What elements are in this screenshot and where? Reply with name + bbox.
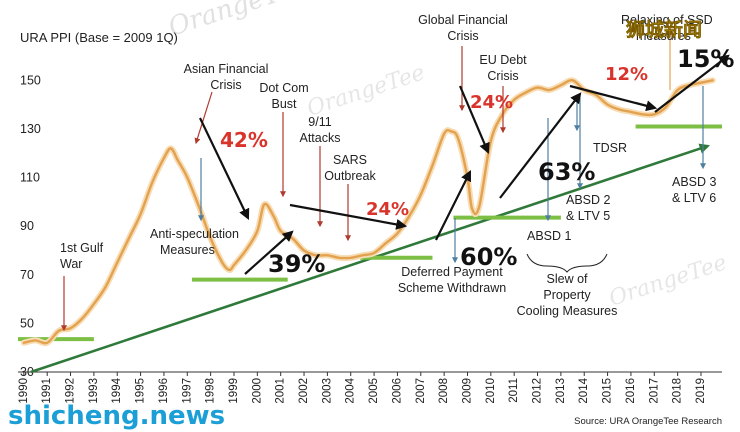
- label-gfc: Global Financial Crisis: [418, 13, 508, 43]
- x-tick-label: 1998: [205, 378, 217, 404]
- label-slew: Slew of Property Cooling Measures: [517, 272, 618, 318]
- support-lines: [18, 124, 722, 342]
- x-tick-label: 2008: [438, 378, 450, 404]
- arrow-down-2008: [458, 85, 490, 155]
- x-tick-label: 2010: [485, 378, 497, 404]
- pct-39: 39%: [268, 250, 325, 278]
- x-tick-label: 1997: [181, 378, 193, 404]
- arrow-up-2017: [654, 54, 730, 113]
- label-antispec: Anti-speculation Measures: [150, 227, 239, 257]
- x-tick-label: 2013: [555, 378, 567, 404]
- x-tick-label: 2001: [275, 378, 287, 404]
- x-tick-label: 2012: [532, 378, 544, 404]
- x-tick-label: 2009: [461, 378, 473, 404]
- arrow-down-2013: [569, 84, 658, 112]
- bracket-slew: [526, 253, 608, 273]
- annotation-labels: 1st Gulf War Asian Financial Crisis Anti-s…: [60, 13, 717, 318]
- arrow-down-2002: [289, 203, 408, 230]
- label-911: 9/11 Attacks: [300, 115, 341, 145]
- label-deferred: Deferred Payment Scheme Withdrawn: [398, 265, 506, 295]
- y-tick-label: 90: [20, 219, 34, 233]
- pct-24-gfc: 24%: [470, 92, 513, 113]
- x-tick-label: 2003: [321, 378, 333, 404]
- x-tick-label: 1995: [135, 378, 147, 404]
- pct-24-sars: 24%: [366, 199, 409, 220]
- y-tick-label: 70: [20, 268, 34, 282]
- watermark-top-right: 狮城新闻: [626, 18, 702, 41]
- x-tick-label: 1991: [41, 378, 53, 404]
- watermark-mid-1: OrangeTee: [304, 60, 428, 121]
- x-tick-label: 2000: [251, 378, 263, 404]
- x-tick-label: 2019: [695, 378, 707, 404]
- x-tick-label: 1992: [65, 378, 77, 404]
- event-arrows: [61, 28, 673, 332]
- move-arrows: [199, 54, 730, 275]
- x-tick-label: 1999: [228, 378, 240, 404]
- label-ssd: Relaxing of SSD measures: [621, 13, 713, 43]
- pct-63: 63%: [538, 158, 595, 186]
- policy-arrows: [198, 86, 706, 264]
- label-gulf-war: 1st Gulf War: [60, 241, 104, 271]
- x-tick-label: 2014: [578, 377, 590, 403]
- x-tick-label: 2017: [648, 378, 660, 404]
- pct-42: 42%: [220, 128, 268, 152]
- arrow-down-1997: [199, 117, 250, 220]
- x-tick-label: 1994: [111, 377, 123, 403]
- label-sars: SARS Outbreak: [324, 153, 376, 183]
- y-tick-label: 150: [20, 73, 41, 87]
- x-tick-label: 2005: [368, 378, 380, 404]
- source-note: Source: URA OrangeTee Research: [574, 416, 722, 427]
- x-tick-label: 2015: [602, 378, 614, 404]
- x-tick-label: 2006: [391, 378, 403, 404]
- y-tick-label: 130: [20, 122, 41, 136]
- watermark-bottom-right: shicheng.news: [8, 401, 225, 431]
- chart-title: URA PPI (Base = 2009 1Q): [20, 30, 178, 45]
- arrow-up-2009: [499, 92, 582, 199]
- x-tick-label: 1993: [88, 378, 100, 404]
- arrow-asian-crisis: [194, 91, 213, 145]
- y-tick-label: 110: [20, 171, 40, 185]
- label-eu-debt: EU Debt Crisis: [479, 53, 527, 83]
- x-tick-label: 2004: [345, 377, 357, 403]
- pct-15: 15%: [677, 45, 734, 73]
- x-tick-label: 2016: [625, 378, 637, 404]
- watermark-mid-2: OrangeTee: [606, 250, 730, 311]
- label-tdsr: TDSR: [593, 141, 627, 155]
- label-absd1: ABSD 1: [527, 229, 572, 243]
- x-tick-label: 2007: [415, 378, 427, 404]
- percentage-labels: 42% 24% 24% 12% 39% 60% 63% 15%: [220, 45, 734, 278]
- watermark-top-left: OrangeTee: [165, 0, 311, 43]
- pct-60: 60%: [460, 243, 517, 271]
- x-tick-label: 2002: [298, 378, 310, 404]
- x-tick-label: 2011: [508, 378, 520, 403]
- arrow-up-2007: [435, 170, 471, 241]
- label-dotcom: Dot Com Bust: [259, 81, 308, 111]
- pct-12: 12%: [605, 64, 648, 85]
- x-tick-label: 2018: [672, 378, 684, 404]
- x-tick-label: 1990: [18, 378, 30, 404]
- label-absd3: ABSD 3 & LTV 6: [672, 175, 717, 205]
- y-tick-label: 50: [20, 316, 34, 330]
- x-axis-ticks: 1990 1991 1992 1993 1994 1995 1996 1997 1998 1999…: [18, 372, 707, 404]
- x-tick-label: 1996: [158, 378, 170, 404]
- arrow-up-1999: [244, 230, 294, 275]
- label-absd2: ABSD 2 & LTV 5: [566, 193, 611, 223]
- label-asian-crisis: Asian Financial Crisis: [184, 62, 269, 92]
